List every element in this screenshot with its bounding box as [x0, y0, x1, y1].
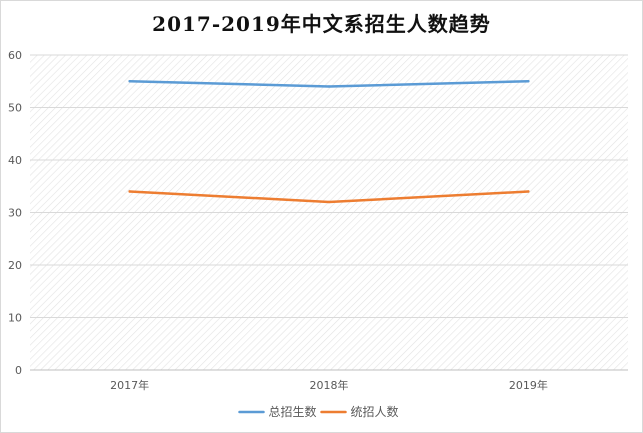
x-tick-label: 2019年	[509, 378, 548, 392]
y-tick-label: 50	[8, 102, 22, 115]
x-tick-label: 2018年	[310, 378, 349, 392]
data-point	[527, 80, 530, 83]
legend: 总招生数 统招人数	[238, 404, 399, 419]
x-tick-label: 2017年	[110, 378, 149, 392]
data-point	[128, 80, 131, 83]
y-axis: 0 10 20 30 40 50 60	[8, 49, 22, 377]
y-tick-label: 0	[15, 364, 22, 377]
data-point	[527, 190, 530, 193]
y-tick-label: 10	[8, 312, 22, 325]
gridlines	[30, 54, 628, 371]
series-lines	[128, 80, 530, 204]
legend-label: 总招生数	[269, 404, 317, 419]
y-tick-label: 20	[8, 259, 22, 272]
data-point	[128, 190, 131, 193]
data-point	[327, 200, 331, 204]
y-tick-label: 60	[8, 49, 22, 62]
data-point	[327, 85, 331, 88]
legend-label: 统招人数	[351, 404, 399, 419]
chart-title: 2017-2019年中文系招生人数趋势	[152, 12, 491, 36]
y-tick-label: 40	[8, 154, 22, 167]
y-tick-label: 30	[8, 207, 22, 220]
x-axis: 2017年 2018年 2019年	[110, 378, 548, 392]
